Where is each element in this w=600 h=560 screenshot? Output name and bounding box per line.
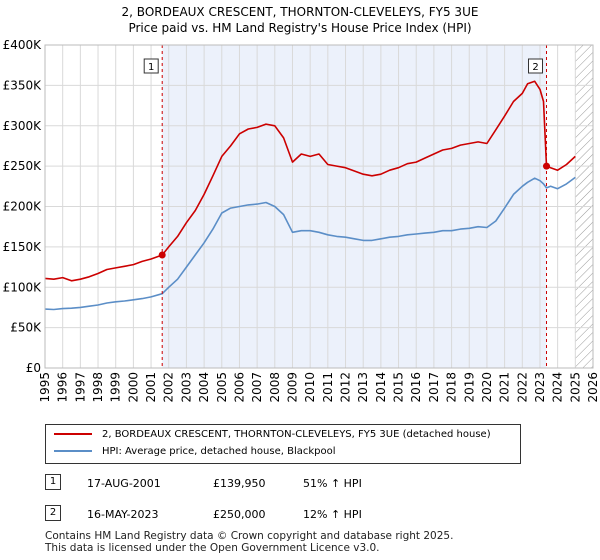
footer: Contains HM Land Registry data © Crown c… (45, 530, 453, 554)
x-tick-label: 2000 (126, 372, 140, 403)
x-tick-label: 2013 (356, 372, 370, 403)
x-tick-label: 2014 (374, 372, 388, 403)
x-tick-label: 2004 (197, 372, 211, 403)
sale-price: £139,950 (213, 477, 266, 490)
sale-hpi-change: 12% ↑ HPI (303, 508, 362, 521)
x-tick-label: 2023 (533, 372, 547, 403)
x-tick-label: 1997 (73, 372, 87, 403)
sale-point (543, 162, 551, 170)
legend-swatch-hpi (54, 450, 92, 452)
x-tick-label: 2018 (445, 372, 459, 403)
y-tick-label: £300K (3, 119, 43, 133)
x-tick-label: 2016 (409, 372, 423, 403)
x-tick-label: 2017 (427, 372, 441, 403)
x-tick-label: 2021 (498, 372, 512, 403)
series-line (44, 176, 576, 311)
axes: £0 £50K £100K £150K £200K £250K £300K £350K £400… (3, 38, 600, 403)
x-tick-label: 2009 (285, 372, 299, 403)
legend-swatch-property (54, 433, 92, 435)
x-tick-label: 2008 (268, 372, 282, 403)
x-tick-label: 2025 (568, 372, 582, 403)
x-tick-label: 1995 (38, 372, 52, 403)
sale-date: 16-MAY-2023 (87, 508, 159, 521)
y-tick-label: £350K (3, 78, 43, 92)
x-tick-label: 2007 (250, 372, 264, 403)
x-tick-label: 2010 (303, 372, 317, 403)
x-tick-label: 2006 (232, 372, 246, 403)
sale-number-badge: 2 (45, 505, 61, 521)
y-tick-label: £50K (10, 321, 42, 335)
series-lines (44, 80, 576, 311)
x-tick-label: 2002 (162, 372, 176, 403)
legend: 2, BORDEAUX CRESCENT, THORNTON-CLEVELEYS… (45, 424, 521, 464)
x-tick-label: 2001 (144, 372, 158, 403)
sale-label-box (528, 58, 544, 74)
y-tick-label: £400K (3, 38, 43, 52)
x-tick-label: 1996 (56, 372, 70, 403)
x-tick-label: 1999 (109, 372, 123, 403)
x-tick-label: 2011 (321, 372, 335, 403)
x-tick-label: 2026 (586, 372, 600, 403)
sale-hpi-change: 51% ↑ HPI (303, 477, 362, 490)
chart-title: 2, BORDEAUX CRESCENT, THORNTON-CLEVELEYS… (0, 4, 600, 36)
title-line-2: Price paid vs. HM Land Registry's House … (128, 21, 472, 35)
x-tick-label: 2020 (480, 372, 494, 403)
footer-line-1: Contains HM Land Registry data © Crown c… (45, 530, 454, 542)
x-tick-label: 2015 (392, 372, 406, 403)
series-line (44, 80, 576, 282)
sale-label: 2 (532, 62, 538, 73)
x-tick-label: 2005 (215, 372, 229, 403)
x-tick-label: 1998 (91, 372, 105, 403)
sale-number-badge: 1 (45, 474, 61, 490)
x-tick-label: 2019 (462, 372, 476, 403)
x-tick-label: 2024 (551, 372, 565, 403)
sale-label: 1 (148, 62, 154, 73)
legend-item-property: 2, BORDEAUX CRESCENT, THORNTON-CLEVELEYS… (54, 427, 491, 443)
y-tick-label: £0 (26, 361, 41, 375)
x-tick-label: 2022 (515, 372, 529, 403)
y-tick-label: £200K (3, 200, 43, 214)
y-tick-label: £150K (3, 240, 43, 254)
y-tick-label: £250K (3, 159, 43, 173)
plot-frame (44, 44, 594, 369)
x-tick-label: 2012 (339, 372, 353, 403)
title-line-1: 2, BORDEAUX CRESCENT, THORNTON-CLEVELEYS… (121, 5, 479, 19)
sale-price: £250,000 (213, 508, 266, 521)
y-tick-label: £100K (3, 280, 43, 294)
legend-item-hpi: HPI: Average price, detached house, Blac… (54, 444, 336, 460)
sale-point (158, 251, 166, 259)
sale-date: 17-AUG-2001 (87, 477, 161, 490)
footer-line-2: This data is licensed under the Open Gov… (45, 542, 380, 554)
legend-label-hpi: HPI: Average price, detached house, Blac… (102, 446, 336, 457)
sale-label-box (143, 58, 159, 74)
legend-label-property: 2, BORDEAUX CRESCENT, THORNTON-CLEVELEYS… (102, 429, 491, 440)
x-tick-label: 2003 (179, 372, 193, 403)
